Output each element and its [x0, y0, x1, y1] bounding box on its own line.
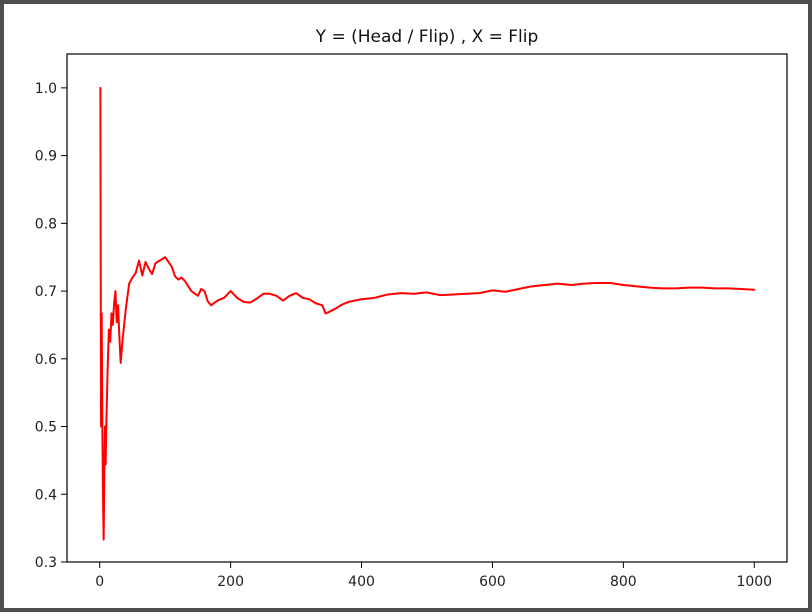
y-tick-label: 0.7 — [35, 284, 57, 300]
y-axis-ticks: 0.3 0.4 0.5 0.6 0.7 0.8 0.9 1.0 — [35, 81, 67, 571]
chart-title: Y = (Head / Flip) , X = Flip — [315, 27, 539, 47]
series-layer — [99, 86, 756, 541]
y-tick-label: 0.9 — [35, 149, 57, 165]
x-tick-label: 200 — [217, 574, 244, 590]
x-tick-label: 0 — [95, 574, 104, 590]
plot-area — [66, 53, 788, 563]
x-tick-label: 400 — [348, 574, 375, 590]
series-line-0 — [99, 86, 756, 541]
x-tick-label: 1000 — [736, 574, 772, 590]
line-chart: Y = (Head / Flip) , X = Flip 0 200 400 600 8… — [35, 27, 788, 590]
x-axis-ticks: 0 200 400 600 800 1000 — [95, 562, 772, 590]
y-tick-label: 0.3 — [35, 555, 57, 571]
y-tick-label: 0.6 — [35, 352, 57, 368]
y-tick-label: 1.0 — [35, 81, 57, 97]
y-tick-label: 0.5 — [35, 420, 57, 436]
x-tick-label: 600 — [479, 574, 506, 590]
x-tick-label: 800 — [610, 574, 637, 590]
y-tick-label: 0.4 — [35, 487, 57, 503]
y-tick-label: 0.8 — [35, 216, 57, 232]
